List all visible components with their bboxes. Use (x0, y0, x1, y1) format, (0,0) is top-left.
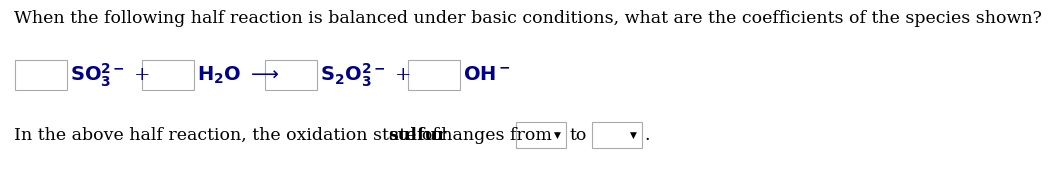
Bar (142, 60, 194, 90)
Bar (592, 122, 642, 148)
Text: $\mathbf{H_2O}$ $\longrightarrow$: $\mathbf{H_2O}$ $\longrightarrow$ (197, 64, 279, 86)
Text: ▼: ▼ (553, 131, 561, 140)
Text: changes from: changes from (426, 126, 552, 143)
Text: to: to (570, 126, 587, 143)
Text: .: . (644, 126, 649, 143)
Text: ▼: ▼ (629, 131, 637, 140)
Bar (516, 122, 566, 148)
Text: $\mathbf{SO_3^{2-}}$ +: $\mathbf{SO_3^{2-}}$ + (70, 61, 150, 89)
Bar (408, 60, 460, 90)
Text: $\mathbf{OH^-}$: $\mathbf{OH^-}$ (463, 66, 511, 84)
Bar (15, 60, 67, 90)
Bar (265, 60, 317, 90)
Text: sulfur: sulfur (388, 126, 447, 143)
Text: $\mathbf{S_2O_3^{2-}}$ +: $\mathbf{S_2O_3^{2-}}$ + (320, 61, 411, 89)
Text: When the following half reaction is balanced under basic conditions, what are th: When the following half reaction is bala… (14, 10, 1042, 27)
Text: In the above half reaction, the oxidation state of: In the above half reaction, the oxidatio… (14, 126, 445, 143)
